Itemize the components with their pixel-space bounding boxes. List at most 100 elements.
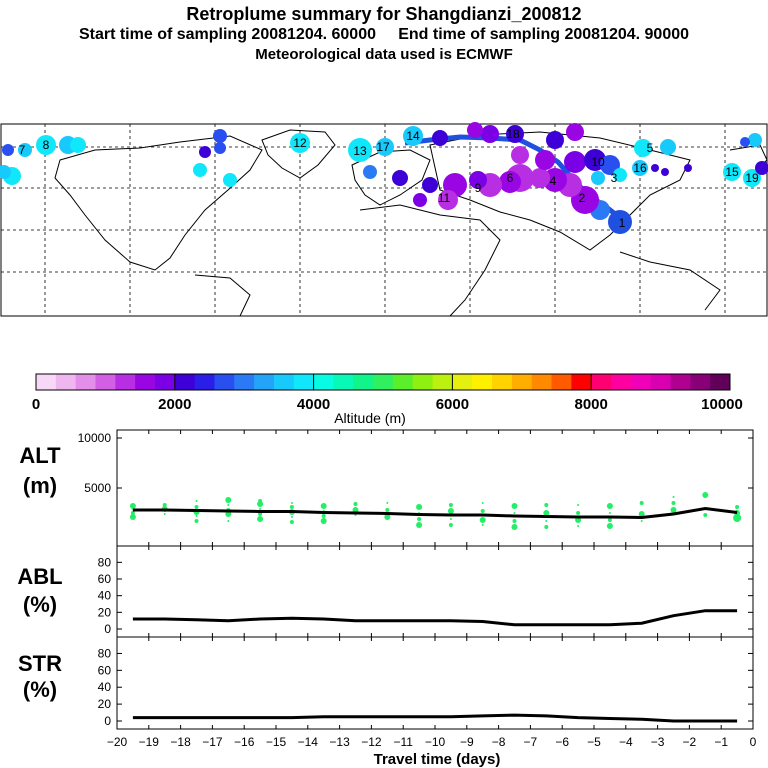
altitude-point <box>512 519 517 523</box>
plume-cluster <box>70 137 86 153</box>
altitude-point <box>257 516 264 522</box>
altitude-point <box>257 501 264 507</box>
altitude-point <box>640 520 643 522</box>
altitude-point <box>258 512 263 516</box>
colorbar-swatch <box>392 374 414 390</box>
altitude-point <box>481 524 484 526</box>
panel-ylabel: (%) <box>23 592 57 617</box>
altitude-point <box>129 514 136 520</box>
plume-cluster <box>376 138 394 156</box>
colorbar-swatch <box>333 374 354 390</box>
x-axis-label: Travel time (days) <box>374 751 501 768</box>
panel-ylabel: (%) <box>23 677 57 702</box>
colorbar-tick-labels: 0 2000 4000 6000 8000 10000 <box>32 374 743 413</box>
altitude-point <box>384 514 391 520</box>
plume-cluster <box>530 168 550 188</box>
altitude-point <box>576 511 581 515</box>
colorbar-swatch <box>174 374 196 390</box>
altitude-point <box>321 514 326 518</box>
plume-age-label: 2 <box>579 191 586 205</box>
panel-frame <box>116 545 754 638</box>
plume-cluster <box>535 150 555 170</box>
plume-cluster <box>214 142 226 154</box>
y-tick-label: 60 <box>98 663 112 677</box>
altitude-point <box>511 503 518 509</box>
altitude-point <box>227 520 230 522</box>
panel-abl: 0 20 40 60 80 ABL (%) <box>17 545 754 638</box>
time-series-panels: 5000 10000 ALT (m) 0 20 40 60 80 ABL (%) 0 20 40 60 80 S… <box>17 429 754 730</box>
colorbar-swatch <box>710 374 731 390</box>
altitude-point <box>575 517 582 523</box>
altitude-point <box>577 525 580 527</box>
colorbar-swatch <box>591 374 612 390</box>
coastlines <box>54 129 768 317</box>
colorbar-swatch <box>194 374 215 390</box>
plume-age-label: 12 <box>293 136 307 150</box>
altitude-point <box>195 500 198 502</box>
altitude-point <box>290 502 293 504</box>
x-tick-label: −12 <box>361 735 382 749</box>
plume-cluster <box>213 129 227 143</box>
x-tick-label: −10 <box>425 735 446 749</box>
altitude-point <box>543 510 550 516</box>
mean-altitude-line <box>132 506 738 520</box>
altitude-point <box>703 513 708 517</box>
plume-cluster <box>661 168 669 176</box>
y-tick-label: 40 <box>98 680 112 694</box>
y-tick-label: 60 <box>98 572 112 586</box>
plume-cluster <box>18 143 32 157</box>
altitude-point <box>289 505 294 509</box>
x-tick-label: −4 <box>619 735 633 749</box>
plume-cluster <box>438 190 458 210</box>
plume-age-label: 7 <box>19 143 26 157</box>
altitude-point <box>577 504 580 506</box>
plume-cluster <box>740 137 750 147</box>
altitude-point <box>449 518 452 520</box>
plume-cluster <box>432 130 448 146</box>
altitude-point <box>194 519 199 523</box>
x-tick-label: −19 <box>139 735 160 749</box>
colorbar-swatch <box>472 374 493 390</box>
altitude-point <box>130 511 135 515</box>
altitude-point <box>511 524 518 530</box>
colorbar-swatch <box>611 374 632 390</box>
plume-age-label: 9 <box>475 181 482 195</box>
plume-cluster <box>193 163 207 177</box>
altitude-point <box>227 504 230 506</box>
altitude-point <box>416 522 423 528</box>
altitude-point <box>447 508 454 514</box>
x-axis-tick-labels: −20 −19 −18 −17 −16 −15 −14 −13 −12 −11 −10 −9 −8 −7−… <box>107 735 757 749</box>
altitude-point <box>129 503 136 509</box>
altitude-point <box>481 502 484 504</box>
colorbar-swatch <box>531 374 553 390</box>
altitude-point <box>353 502 358 506</box>
colorbar-swatch <box>670 374 691 390</box>
altitude-point <box>670 507 677 513</box>
x-tick-label: −7 <box>524 735 538 749</box>
met-data-line: Meteorological data used is ECMWF <box>255 46 513 63</box>
colorbar-swatch <box>630 374 652 390</box>
y-tick-label: 80 <box>98 646 112 660</box>
altitude-point <box>290 516 293 518</box>
plume-cluster <box>363 165 377 179</box>
plume-age-label: 13 <box>353 144 367 158</box>
panel-frame <box>116 636 754 730</box>
sampling-time-line: Start time of sampling 20081204. 60000 E… <box>78 26 690 43</box>
altitude-point <box>386 502 389 504</box>
plume-cluster <box>392 170 408 186</box>
altitude-point <box>385 508 390 512</box>
colorbar-swatch <box>511 374 533 390</box>
colorbar-swatch <box>55 374 77 390</box>
x-tick-label: −5 <box>587 735 601 749</box>
plume-cluster <box>467 122 483 138</box>
x-tick-label: −14 <box>298 735 319 749</box>
altitude-point <box>162 503 167 507</box>
plume-cluster <box>591 171 605 185</box>
plume-age-label: 14 <box>406 129 420 143</box>
y-tick-label: 20 <box>98 697 112 711</box>
altitude-point <box>448 503 453 507</box>
colorbar-swatch <box>452 374 473 390</box>
colorbar-swatch <box>571 374 592 390</box>
